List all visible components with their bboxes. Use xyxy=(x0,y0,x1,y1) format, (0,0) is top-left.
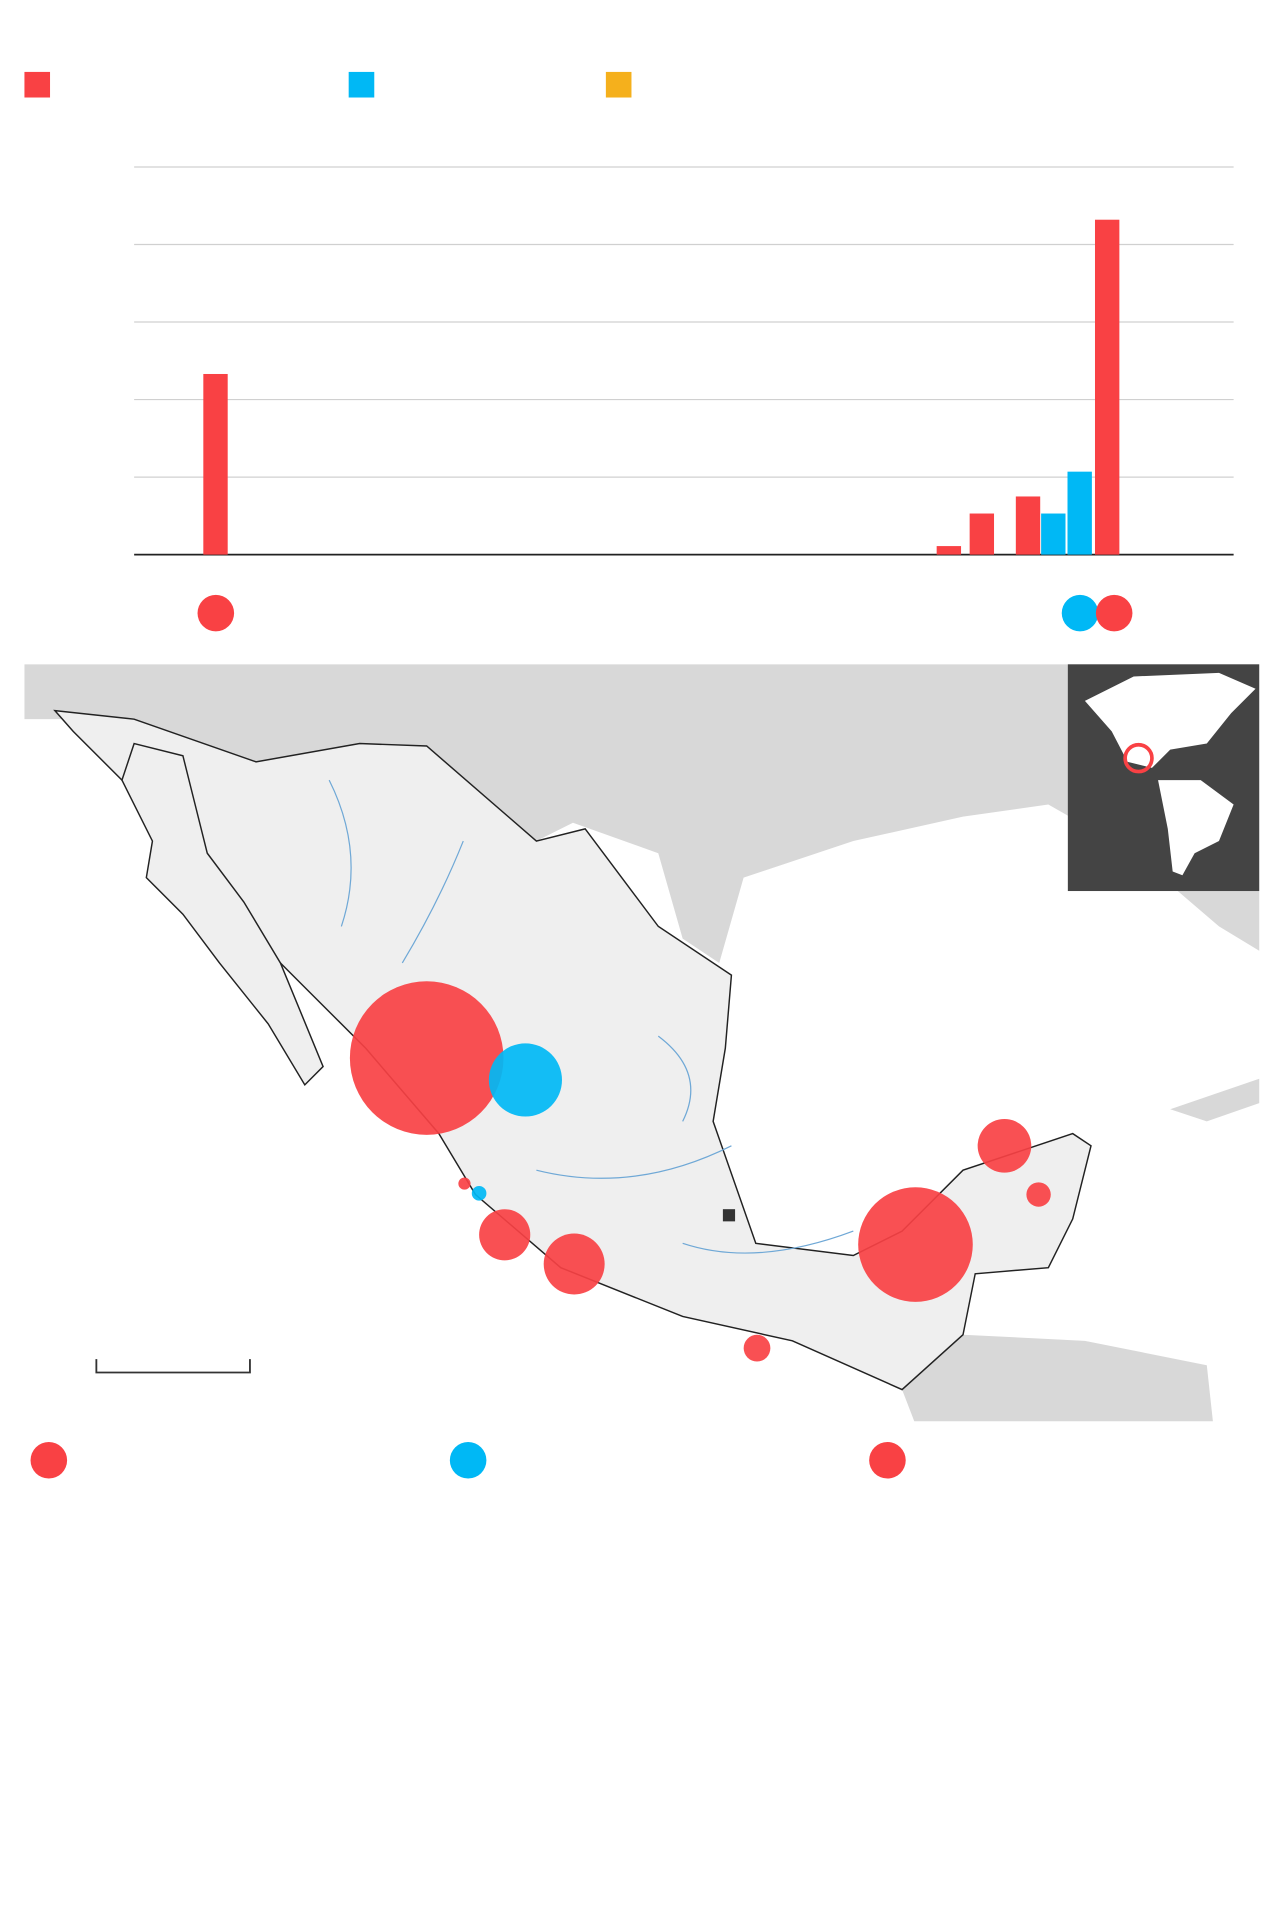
central-america xyxy=(902,1334,1213,1422)
scale-bar xyxy=(95,1359,251,1374)
bar xyxy=(1067,471,1092,555)
baja-california xyxy=(121,742,324,1087)
map-bubble xyxy=(743,1334,771,1362)
rivers xyxy=(328,779,854,1254)
map-bubble xyxy=(349,981,504,1135)
map xyxy=(24,664,1260,1422)
event-marker xyxy=(1061,594,1099,632)
north-land xyxy=(24,664,1260,963)
bar xyxy=(936,546,962,555)
inset-highlight xyxy=(1123,742,1154,774)
map-bubble xyxy=(458,1177,471,1190)
map-legend-dot xyxy=(30,1441,68,1479)
map-bubble xyxy=(488,1043,562,1117)
bar xyxy=(1015,496,1041,555)
map-bubble xyxy=(1026,1182,1051,1207)
bar xyxy=(1094,219,1120,555)
legend-swatch xyxy=(605,71,632,98)
map-bubble xyxy=(543,1233,605,1295)
map-bubble xyxy=(977,1118,1032,1173)
bar xyxy=(203,373,228,555)
legend-swatch xyxy=(348,71,375,98)
map-bubble xyxy=(479,1209,531,1261)
bar xyxy=(1041,513,1066,555)
event-marker xyxy=(1095,594,1133,632)
bar xyxy=(969,513,995,555)
map-legend-dot xyxy=(449,1441,487,1479)
event-marker xyxy=(197,594,235,632)
map-bubble xyxy=(471,1186,487,1201)
capital-marker xyxy=(722,1209,736,1222)
island xyxy=(1170,1078,1260,1122)
map-legend-dot xyxy=(869,1441,906,1479)
legend-swatch xyxy=(24,71,51,98)
inset-south-america xyxy=(1158,780,1234,876)
inset-north-america xyxy=(1084,672,1256,768)
mexico xyxy=(53,709,1092,1391)
map-bubble xyxy=(858,1187,973,1302)
inset-map xyxy=(1067,664,1260,892)
